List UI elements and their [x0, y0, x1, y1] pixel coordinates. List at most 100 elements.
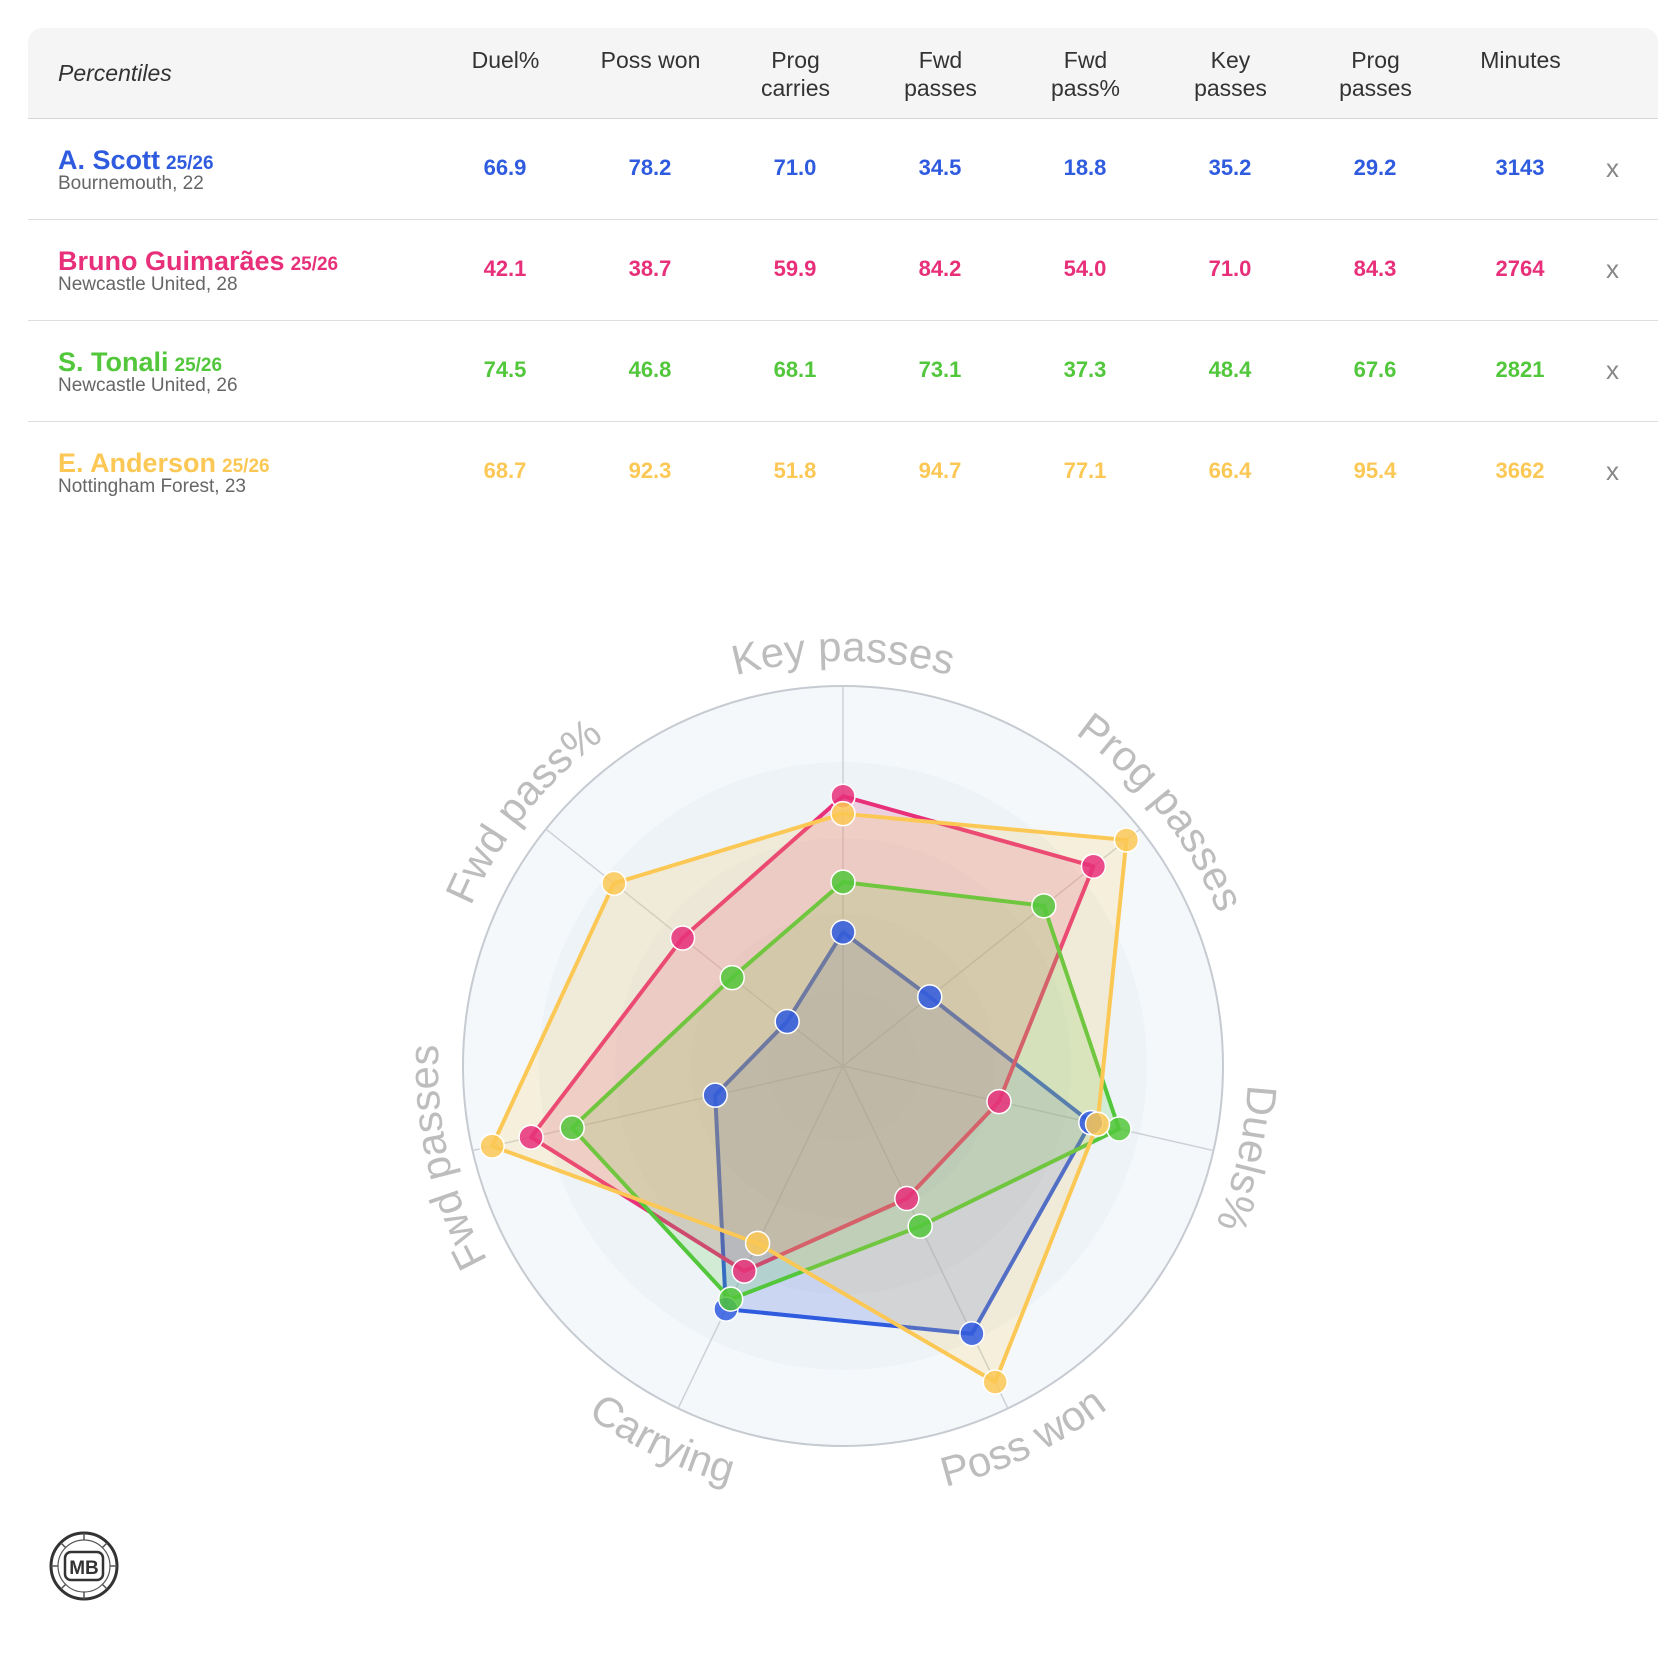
data-point[interactable] [1084, 1111, 1111, 1137]
data-point[interactable] [917, 984, 943, 1010]
player-row[interactable]: E. Anderson 25/26 Nottingham Forest, 23 68.… [28, 422, 1658, 522]
data-point[interactable] [479, 1133, 505, 1159]
column-header-prog-passes[interactable]: Prog passes [1339, 47, 1412, 101]
stat-cell: 66.4 [1208, 458, 1252, 483]
player-row[interactable]: Bruno Guimarães 25/26 Newcastle United, 28… [28, 220, 1658, 321]
column-header-minutes[interactable]: Minutes [1480, 47, 1561, 73]
data-point[interactable] [830, 919, 856, 945]
player-name-text: A. Scott [58, 145, 161, 175]
data-point[interactable] [719, 964, 745, 991]
stat-cell: 46.8 [628, 357, 672, 382]
data-point[interactable] [894, 1185, 920, 1212]
player-name[interactable]: S. Tonali 25/26 [58, 347, 222, 378]
player-name[interactable]: A. Scott 25/26 [58, 145, 214, 176]
column-header-fwd-passes[interactable]: Fwd passes [904, 47, 977, 101]
stat-cell: 2821 [1495, 357, 1545, 382]
stat-cell: 48.4 [1208, 357, 1252, 382]
stat-cell: 78.2 [628, 155, 672, 180]
stat-cell: 77.1 [1063, 458, 1107, 483]
comparison-table: Percentiles Duel% Poss won Prog carries F… [28, 28, 1658, 522]
radar-spoke [842, 1065, 1214, 1152]
stat-cell: 3662 [1495, 458, 1545, 483]
player-name-text: S. Tonali [58, 347, 169, 377]
column-header-fwd-pass-pct[interactable]: Fwd pass% [1050, 47, 1121, 101]
stat-cell: 71.0 [773, 155, 817, 180]
data-point[interactable] [1080, 853, 1107, 880]
remove-player-button[interactable]: x [1606, 153, 1619, 183]
series-polygon [529, 794, 1096, 1274]
data-point[interactable] [601, 870, 627, 897]
series-polygon [713, 930, 1093, 1336]
data-point[interactable] [702, 1082, 728, 1108]
stat-cell: 59.9 [773, 256, 817, 281]
player-team-age: Nottingham Forest, 23 [58, 476, 246, 497]
stat-cell: 94.7 [918, 458, 962, 483]
data-point[interactable] [830, 800, 856, 827]
column-header-prog-carries[interactable]: Prog carries [760, 47, 830, 101]
stat-cell: 84.3 [1353, 256, 1397, 281]
stat-cell: 42.1 [483, 256, 527, 281]
player-team-age: Newcastle United, 26 [58, 375, 238, 396]
stat-cell: 37.3 [1063, 357, 1107, 382]
data-point[interactable] [518, 1124, 544, 1150]
remove-player-button[interactable]: x [1606, 254, 1619, 284]
data-point[interactable] [731, 1258, 757, 1284]
column-header-duel-pct[interactable]: Duel% [471, 47, 540, 73]
stat-cell: 29.2 [1353, 155, 1397, 180]
data-point[interactable] [986, 1088, 1012, 1115]
player-name-text: Bruno Guimarães [58, 246, 285, 276]
player-row[interactable]: A. Scott 25/26 Bournemouth, 22 66.9 78.2 71.0… [28, 119, 1658, 220]
data-point[interactable] [669, 925, 696, 951]
stat-cell: 73.1 [918, 357, 962, 382]
season-label: 25/26 [222, 456, 270, 477]
stat-cell: 35.2 [1208, 155, 1252, 180]
stat-cell: 74.5 [483, 357, 527, 382]
data-point[interactable] [717, 1286, 744, 1312]
stat-cell: 34.5 [918, 155, 962, 180]
stat-cell: 95.4 [1353, 458, 1397, 483]
stat-cell: 2764 [1495, 256, 1545, 281]
stat-cell: 71.0 [1208, 256, 1252, 281]
player-name[interactable]: E. Anderson 25/26 [58, 448, 270, 479]
data-point[interactable] [982, 1369, 1008, 1395]
percentiles-label: Percentiles [58, 60, 172, 86]
stat-cell: 18.8 [1063, 155, 1107, 180]
data-point[interactable] [907, 1213, 933, 1239]
axis-label: Key passes [727, 623, 960, 684]
logo-text: MB [69, 1558, 99, 1579]
stat-cell: 54.0 [1063, 256, 1107, 281]
data-point[interactable] [959, 1320, 985, 1347]
stat-cell: 3143 [1495, 155, 1545, 180]
data-point[interactable] [1113, 827, 1140, 853]
stat-cell: 92.3 [628, 458, 672, 483]
remove-player-button[interactable]: x [1606, 456, 1619, 486]
stat-cell: 38.7 [628, 256, 672, 281]
remove-player-button[interactable]: x [1606, 355, 1619, 385]
player-team-age: Bournemouth, 22 [58, 173, 204, 194]
data-point[interactable] [744, 1230, 771, 1257]
season-label: 25/26 [174, 355, 223, 376]
stat-cell: 68.1 [773, 357, 817, 382]
data-point[interactable] [1031, 893, 1057, 919]
series-polygons [490, 794, 1129, 1385]
player-name-text: E. Anderson [58, 448, 217, 478]
data-point[interactable] [1106, 1116, 1132, 1142]
series-polygon [490, 811, 1129, 1385]
axis-label-text: Key passes [727, 623, 960, 684]
stat-cell: 66.9 [483, 155, 527, 180]
column-header-key-passes[interactable]: Key passes [1194, 47, 1267, 101]
player-team-age: Newcastle United, 28 [58, 274, 238, 295]
data-point[interactable] [559, 1115, 585, 1141]
data-point[interactable] [830, 869, 856, 895]
column-header-poss-won[interactable]: Poss won [600, 47, 701, 73]
data-point[interactable] [774, 1008, 800, 1035]
stat-cell: 67.6 [1353, 357, 1397, 382]
season-label: 25/26 [166, 153, 214, 174]
mb-logo: MB [49, 1531, 119, 1601]
stat-cell: 84.2 [918, 256, 962, 281]
series-polygon [570, 880, 1122, 1302]
season-label: 25/26 [290, 254, 339, 275]
player-row[interactable]: S. Tonali 25/26 Newcastle United, 26 74.5 46… [28, 321, 1658, 422]
player-name[interactable]: Bruno Guimarães 25/26 [58, 246, 338, 277]
